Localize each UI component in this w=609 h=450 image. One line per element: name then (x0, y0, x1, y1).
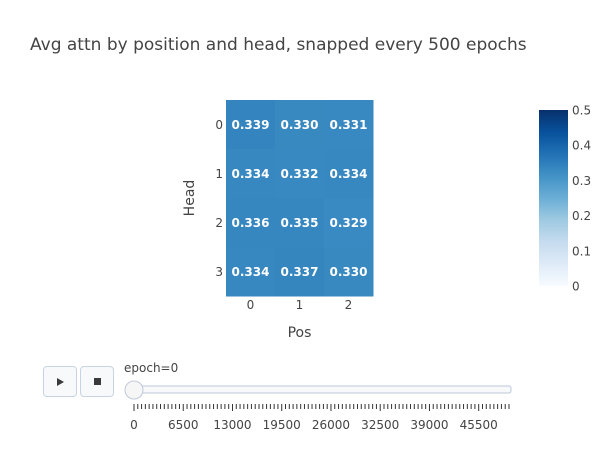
colorbar-tick-label: 0.2 (572, 209, 591, 223)
x-tick-label: 2 (345, 298, 353, 312)
colorbar-tick-label: 0.3 (572, 174, 591, 188)
chart-title: Avg attn by position and head, snapped e… (30, 35, 527, 55)
heatmap-cell[interactable] (275, 149, 325, 199)
slider-tick-label: 6500 (168, 418, 199, 432)
heatmap: 0.339 0.330 0.331 0.334 0.332 0.334 0.336 0.335… (226, 100, 374, 297)
cell-label: 0.334 (232, 265, 270, 279)
colorbar-tick-label: 0.4 (572, 139, 591, 153)
cell-label: 0.329 (330, 216, 368, 230)
slider-tick-label: 0 (130, 418, 138, 432)
colorbar (539, 110, 568, 286)
x-tick-label: 1 (296, 298, 304, 312)
cell-label: 0.330 (281, 118, 319, 132)
y-tick-label: 0 (215, 118, 223, 132)
cell-label: 0.336 (232, 216, 270, 230)
heatmap-cell[interactable] (275, 247, 325, 297)
slider-tick-label: 39000 (410, 418, 448, 432)
stop-button[interactable] (80, 366, 114, 397)
x-axis-label: Pos (288, 325, 312, 341)
heatmap-cell[interactable] (275, 100, 325, 150)
heatmap-cell[interactable] (226, 149, 276, 199)
x-axis-ticks: 0 1 2 (247, 298, 353, 312)
slider-tick-label: 19500 (263, 418, 301, 432)
heatmap-cell[interactable] (324, 149, 374, 199)
colorbar-tick-label: 0.1 (572, 244, 591, 258)
cell-label: 0.335 (281, 216, 319, 230)
heatmap-cell[interactable] (226, 247, 276, 297)
y-tick-label: 3 (215, 265, 223, 279)
play-icon (56, 377, 64, 386)
cell-label: 0.337 (281, 265, 319, 279)
colorbar-tick-label: 0.5 (572, 104, 591, 118)
y-tick-label: 2 (215, 216, 223, 230)
x-tick-label: 0 (247, 298, 255, 312)
cell-label: 0.331 (330, 118, 368, 132)
cell-label: 0.334 (330, 167, 368, 181)
colorbar-ticks: 0 0.1 0.2 0.3 0.4 0.5 (572, 104, 591, 294)
cell-label: 0.339 (232, 118, 270, 132)
slider-current-value: epoch=0 (124, 361, 178, 375)
slider-handle[interactable] (124, 380, 144, 400)
play-button[interactable] (43, 366, 77, 397)
slider-tick-label: 26000 (312, 418, 350, 432)
slider-rail[interactable] (132, 385, 512, 394)
cell-label: 0.330 (330, 265, 368, 279)
heatmap-cell[interactable] (226, 198, 276, 248)
slider-tick-labels: 0 6500 13000 19500 26000 32500 39000 45500 (130, 418, 498, 432)
cell-label: 0.332 (281, 167, 319, 181)
slider-tick-label: 45500 (460, 418, 498, 432)
heatmap-cell[interactable] (324, 100, 374, 150)
heatmap-cell[interactable] (226, 100, 276, 150)
y-tick-label: 1 (215, 167, 223, 181)
cell-label: 0.334 (232, 167, 270, 181)
heatmap-cell[interactable] (275, 198, 325, 248)
y-axis-ticks: 0 1 2 3 (215, 118, 223, 279)
slider-tick-label: 13000 (213, 418, 251, 432)
stop-icon (93, 378, 101, 385)
slider-tick-label: 32500 (361, 418, 399, 432)
heatmap-cell[interactable] (324, 198, 374, 248)
y-axis-label: Head (182, 180, 198, 217)
colorbar-tick-label: 0 (572, 280, 580, 294)
slider-ticks (133, 404, 510, 411)
heatmap-cell[interactable] (324, 247, 374, 297)
